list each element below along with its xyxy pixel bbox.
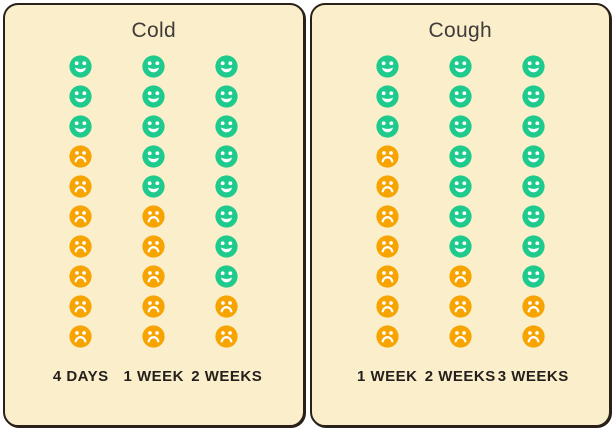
- sad-face-icon: [449, 265, 472, 288]
- sad-face-icon: [376, 175, 399, 198]
- sad-face-icon: [142, 235, 165, 258]
- sad-face-icon: [522, 295, 545, 318]
- happy-face-icon: [215, 85, 238, 108]
- happy-face-icon: [449, 55, 472, 78]
- sad-face-icon: [142, 295, 165, 318]
- time-column: 4 DAYS: [44, 55, 117, 385]
- sad-face-icon: [522, 325, 545, 348]
- sad-face-icon: [69, 205, 92, 228]
- happy-face-icon: [215, 55, 238, 78]
- sad-face-icon: [142, 325, 165, 348]
- sad-face-icon: [376, 235, 399, 258]
- happy-face-icon: [142, 115, 165, 138]
- sad-face-icon: [142, 205, 165, 228]
- happy-face-icon: [522, 115, 545, 138]
- happy-face-icon: [522, 235, 545, 258]
- sad-face-icon: [376, 265, 399, 288]
- time-column: 1 WEEK: [351, 55, 424, 385]
- happy-face-icon: [449, 235, 472, 258]
- happy-face-icon: [69, 85, 92, 108]
- card-title: Cold: [131, 19, 176, 42]
- icon-grid: 1 WEEK 2 WEEKS 3 WEEKS: [351, 55, 570, 385]
- sad-face-icon: [69, 235, 92, 258]
- sad-face-icon: [376, 295, 399, 318]
- card-cold: Cold 4 DAYS 1 WEEK 2 WEEKS: [3, 3, 305, 427]
- happy-face-icon: [522, 265, 545, 288]
- happy-face-icon: [215, 175, 238, 198]
- happy-face-icon: [376, 85, 399, 108]
- happy-face-icon: [142, 55, 165, 78]
- sad-face-icon: [449, 295, 472, 318]
- happy-face-icon: [449, 85, 472, 108]
- card-title: Cough: [428, 19, 492, 42]
- happy-face-icon: [142, 175, 165, 198]
- happy-face-icon: [69, 115, 92, 138]
- sad-face-icon: [215, 295, 238, 318]
- happy-face-icon: [376, 55, 399, 78]
- column-label: 4 DAYS: [52, 368, 109, 385]
- sad-face-icon: [215, 325, 238, 348]
- sad-face-icon: [69, 265, 92, 288]
- column-label: 1 WEEK: [356, 368, 418, 385]
- sad-face-icon: [142, 265, 165, 288]
- happy-face-icon: [142, 85, 165, 108]
- happy-face-icon: [142, 145, 165, 168]
- time-column: 1 WEEK: [117, 55, 190, 385]
- happy-face-icon: [376, 115, 399, 138]
- happy-face-icon: [522, 85, 545, 108]
- happy-face-icon: [449, 205, 472, 228]
- happy-face-icon: [522, 205, 545, 228]
- happy-face-icon: [449, 175, 472, 198]
- sad-face-icon: [376, 145, 399, 168]
- card-cough: Cough 1 WEEK 2 WEEKS 3 WEEKS: [309, 3, 611, 427]
- time-column: 3 WEEKS: [497, 55, 570, 385]
- happy-face-icon: [69, 55, 92, 78]
- happy-face-icon: [522, 145, 545, 168]
- happy-face-icon: [522, 55, 545, 78]
- icon-grid: 4 DAYS 1 WEEK 2 WEEKS: [44, 55, 263, 385]
- sad-face-icon: [69, 145, 92, 168]
- sad-face-icon: [376, 205, 399, 228]
- sad-face-icon: [449, 325, 472, 348]
- happy-face-icon: [215, 145, 238, 168]
- happy-face-icon: [215, 265, 238, 288]
- column-label: 2 WEEKS: [424, 368, 496, 385]
- sad-face-icon: [69, 175, 92, 198]
- happy-face-icon: [215, 205, 238, 228]
- sad-face-icon: [69, 295, 92, 318]
- happy-face-icon: [215, 115, 238, 138]
- sad-face-icon: [69, 325, 92, 348]
- happy-face-icon: [522, 175, 545, 198]
- column-label: 3 WEEKS: [497, 368, 569, 385]
- column-label: 1 WEEK: [123, 368, 184, 385]
- happy-face-icon: [449, 145, 472, 168]
- sad-face-icon: [376, 325, 399, 348]
- time-column: 2 WEEKS: [424, 55, 497, 385]
- time-column: 2 WEEKS: [190, 55, 263, 385]
- happy-face-icon: [449, 115, 472, 138]
- column-label: 2 WEEKS: [191, 368, 263, 385]
- happy-face-icon: [215, 235, 238, 258]
